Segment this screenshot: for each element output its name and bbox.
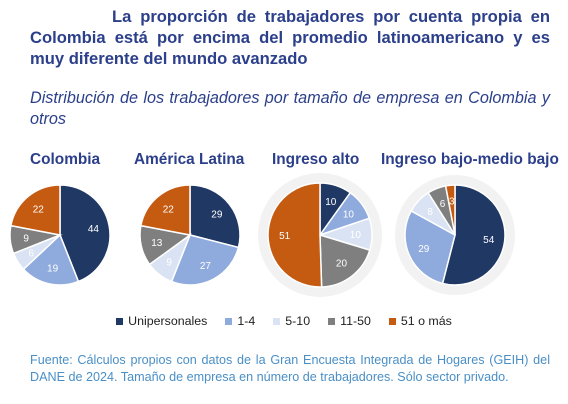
pie-value-label: 29 [211,210,223,221]
legend-item-11-50: 11-50 [328,314,371,328]
chart-title-colombia: Colombia [30,151,101,168]
pie-slice-unipersonales [59,184,111,283]
pie-value-label: 20 [336,259,348,270]
pie-value-label: 51 [279,231,291,242]
chart-title-ingreso-alto: Ingreso alto [272,151,360,168]
legend-label: 1-4 [237,314,256,328]
pie-slice-51-o-más [267,182,323,288]
pie-slice-unipersonales [189,184,241,249]
legend-swatch-unipersonales [116,317,124,325]
legend-swatch-11-50 [328,317,336,325]
page-title: La proporción de trabajadores por cuenta… [30,7,550,68]
pie-value-label: 19 [47,264,59,275]
legend-item-51-o-mas: 51 o más [388,314,452,328]
pie-value-label: 29 [418,244,430,255]
pie-slice-1-4 [404,209,456,285]
legend-item-1-4: 1-4 [225,314,255,328]
pie-slice-51-o-más [444,184,456,236]
pie-value-label: 44 [88,224,100,235]
legend-label: 5-10 [285,314,311,328]
pie-value-label: 9 [166,257,172,268]
pie-slice-11-50 [319,233,371,288]
legend-swatch-51-o-mas [388,317,396,325]
pie-value-label: 3 [449,197,455,208]
pie-slice-1-4 [170,234,240,286]
pie-value-label: 6 [29,249,35,260]
legend-swatch-1-4 [225,317,233,325]
legend-swatch-5-10 [273,317,281,325]
pie-value-label: 13 [151,238,163,249]
pie-value-label: 10 [325,197,337,208]
chart-title-ingreso-bajo: Ingreso bajo-medio bajo [381,151,559,168]
pie-value-label: 27 [200,261,212,272]
pie-slice-51-o-más [10,184,61,236]
pie-value-label: 9 [23,234,29,245]
legend-label: 51 o más [400,314,452,328]
chart-title-america-latina: América Latina [134,151,245,168]
legend-label: 11-50 [340,314,371,328]
pie-slice-1-4 [22,233,80,286]
pie-value-label: 10 [350,230,362,241]
pie-value-label: 54 [483,235,495,246]
pie-value-label: 6 [440,199,446,210]
legend-item-unipersonales: Unipersonales [116,314,207,328]
source-note: Fuente: Cálculos propios con datos de la… [30,353,550,384]
pie-value-label: 10 [343,209,355,220]
legend-item-5-10: 5-10 [273,314,310,328]
pie-value-label: 22 [163,204,175,215]
pie-value-label: 8 [427,207,433,218]
legend-label: Unipersonales [128,314,208,328]
page-subtitle: Distribución de los trabajadores por tam… [30,89,550,128]
pie-value-label: 22 [33,204,45,215]
pie-slice-51-o-más [140,184,191,236]
chart-legend: Unipersonales 1-4 5-10 11-50 51 o más [0,314,568,328]
pie-slice-unipersonales [441,184,506,286]
